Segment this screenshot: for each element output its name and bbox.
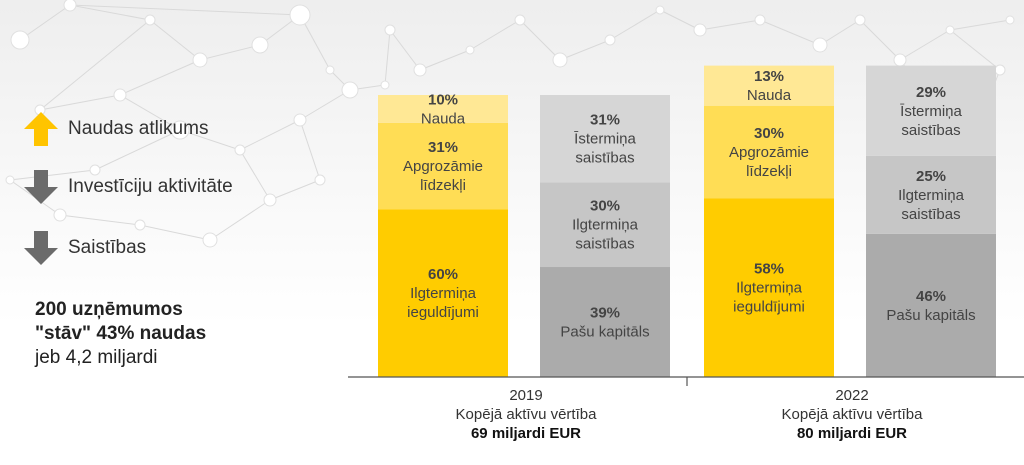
bar-segment-2019-liabilities-0: [540, 267, 670, 377]
data-label-name: Nauda: [421, 110, 466, 127]
bar-segment-2019-assets-2: [378, 95, 508, 123]
summary-line-1: 200 uzņēmumos: [35, 299, 183, 320]
data-label-name: saistības: [575, 150, 634, 167]
caption-label: Kopējā aktīvu vērtība: [455, 406, 597, 423]
bar-segment-2022-assets-1: [704, 105, 834, 199]
bar-segment-2022-assets-2: [704, 65, 834, 106]
bar-segment-2022-liabilities-0: [866, 233, 996, 377]
caption-2022: 2022 Kopējā aktīvu vērtība 80 miljardi E…: [722, 386, 982, 443]
data-label-name: Pašu kapitāls: [560, 324, 649, 341]
data-label-pct: 58%: [754, 261, 784, 278]
data-label-name: saistības: [901, 206, 960, 223]
data-label-name: līdzekļi: [420, 177, 466, 194]
data-label-pct: 25%: [916, 168, 946, 185]
arrow-down-icon: [24, 170, 58, 204]
bar-segment-2019-assets-0: [378, 209, 508, 377]
summary-text: 200 uzņēmumos "stāv" 43% naudas jeb 4,2 …: [35, 298, 206, 370]
data-label-name: Nauda: [747, 87, 792, 104]
summary-line-2: "stāv" 43% naudas: [35, 323, 207, 344]
data-label-pct: 31%: [428, 139, 458, 156]
bar-segment-2019-liabilities-2: [540, 95, 670, 183]
arrow-down-icon: [24, 231, 58, 265]
legend-item-cash: Naudas atlikums: [22, 110, 208, 148]
data-label-pct: 10%: [428, 91, 458, 108]
caption-year: 2019: [509, 387, 543, 404]
legend-item-liabilities: Saistības: [22, 229, 146, 267]
bar-segment-2022-liabilities-2: [866, 65, 996, 156]
data-label-name: Ilgtermiņa: [736, 280, 803, 297]
caption-2019: 2019 Kopējā aktīvu vērtība 69 miljardi E…: [396, 386, 656, 443]
data-label-name: Ilgtermiņa: [898, 187, 965, 204]
data-label-name: saistības: [575, 236, 634, 253]
data-label-name: Īstermiņa: [574, 131, 636, 148]
data-label-name: Īstermiņa: [900, 103, 962, 120]
data-label-pct: 60%: [428, 266, 458, 283]
data-label-name: ieguldījumi: [407, 304, 479, 321]
data-label-pct: 29%: [916, 84, 946, 101]
data-label-name: līdzekļi: [746, 163, 792, 180]
legend-label-liabilities: Saistības: [68, 237, 147, 258]
caption-total: 69 miljardi EUR: [470, 425, 582, 442]
data-label-name: Pašu kapitāls: [886, 307, 975, 324]
summary-line-3: jeb 4,2 miljardi: [35, 347, 158, 368]
data-label-name: Ilgtermiņa: [572, 217, 639, 234]
data-label-pct: 30%: [590, 198, 620, 215]
data-label-pct: 46%: [916, 288, 946, 305]
caption-year: 2022: [835, 387, 869, 404]
arrow-up-icon: [24, 112, 58, 146]
data-label-pct: 39%: [590, 305, 620, 322]
data-label-pct: 31%: [590, 112, 620, 129]
data-label-name: saistības: [901, 122, 960, 139]
legend-label-cash: Naudas atlikums: [68, 118, 209, 139]
data-label-name: Ilgtermiņa: [410, 285, 477, 302]
bar-segment-2022-liabilities-1: [866, 155, 996, 234]
data-label-pct: 13%: [754, 68, 784, 85]
bar-segment-2019-assets-1: [378, 122, 508, 210]
data-label-name: Apgrozāmie: [403, 158, 483, 175]
legend-item-investment: Investīciju aktivitāte: [22, 168, 233, 206]
data-label-name: Apgrozāmie: [729, 144, 809, 161]
bar-segment-2022-assets-0: [704, 198, 834, 377]
caption-total: 80 miljardi EUR: [796, 425, 908, 442]
legend-label-investment: Investīciju aktivitāte: [68, 176, 233, 197]
data-label-name: ieguldījumi: [733, 299, 805, 316]
data-label-pct: 30%: [754, 125, 784, 142]
caption-label: Kopējā aktīvu vērtība: [781, 406, 923, 423]
bar-segment-2019-liabilities-1: [540, 182, 670, 268]
